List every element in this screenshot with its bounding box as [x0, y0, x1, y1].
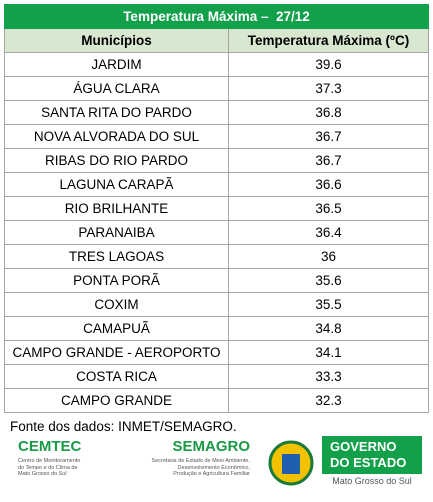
temperature: 39.6: [228, 52, 429, 77]
caption-line: Centro de Monitoramento: [18, 458, 81, 464]
column-header: Municípios: [4, 28, 229, 53]
row: PARANAIBA 36.4: [4, 220, 429, 245]
municipality: SANTA RITA DO PARDO: [4, 100, 229, 125]
municipality: CAMPO GRANDE - AEROPORTO: [4, 340, 229, 365]
row: PONTA PORÃ 35.6: [4, 268, 429, 293]
temperature: 36: [228, 244, 429, 269]
temperature: 33.3: [228, 364, 429, 389]
logo-name: SEMAGRO: [172, 438, 250, 455]
row: ÁGUA CLARA 37.3: [4, 76, 429, 101]
caption-line: Produção e Agricultura Familiar: [173, 471, 250, 477]
temperature: 34.1: [228, 340, 429, 365]
governo-line: GOVERNO: [330, 439, 397, 454]
row: CAMPO GRANDE 32.3: [4, 388, 429, 413]
cemtec-logo: CEMTEC Centro de Monitoramento do Tempo e…: [18, 438, 81, 478]
municipality: CAMPO GRANDE: [4, 388, 229, 413]
caption-line: Desenvolvimento Econômico,: [177, 464, 250, 471]
municipality: TRES LAGOAS: [4, 244, 229, 269]
governo-box: GOVERNO DO ESTADO: [322, 436, 422, 474]
temperature: 35.6: [228, 268, 429, 293]
temperature: 36.6: [228, 172, 429, 197]
governo-line: DO ESTADO: [330, 455, 407, 470]
row: COSTA RICA 33.3: [4, 364, 429, 389]
column-header: Temperatura Máxima (ºC): [228, 28, 429, 53]
row: COXIM 35.5: [4, 292, 429, 317]
row: JARDIM 39.6: [4, 52, 429, 77]
table-wrap: Temperatura Máxima – 27/12 Municípios Temp…: [4, 4, 429, 434]
temperature: 35.5: [228, 292, 429, 317]
municipality: JARDIM: [4, 52, 229, 77]
semagro-logo: SEMAGRO Secretaria de Estado de Meio Amb…: [140, 438, 250, 478]
municipality: RIBAS DO RIO PARDO: [4, 148, 229, 173]
caption-line: Secretaria de Estado de Meio Ambiente,: [151, 458, 250, 464]
municipality: COXIM: [4, 292, 229, 317]
row: NOVA ALVORADA DO SUL 36.7: [4, 124, 429, 149]
logo-caption: Centro de Monitoramento do Tempo e do Cli…: [18, 458, 81, 478]
municipality: CAMAPUÃ: [4, 316, 229, 341]
caption-line: do Tempo e do Clima de: [18, 464, 78, 471]
table: Temperatura Máxima – 27/12 Municípios Temp…: [4, 4, 429, 413]
municipality: PARANAIBA: [4, 220, 229, 245]
temperature: 36.7: [228, 124, 429, 149]
row: CAMAPUÃ 34.8: [4, 316, 429, 341]
title-row: Temperatura Máxima – 27/12: [4, 4, 429, 29]
row: RIO BRILHANTE 36.5: [4, 196, 429, 221]
municipality: PONTA PORÃ: [4, 268, 229, 293]
header-row: Municípios Temperatura Máxima (ºC): [4, 28, 429, 53]
source-note: Fonte dos dados: INMET/SEMAGRO.: [10, 419, 237, 434]
row: LAGUNA CARAPÃ 36.6: [4, 172, 429, 197]
row: TRES LAGOAS 36: [4, 244, 429, 269]
temperature: 36.8: [228, 100, 429, 125]
logo-caption: Secretaria de Estado de Meio Ambiente, De…: [140, 458, 250, 478]
row: CAMPO GRANDE - AEROPORTO 34.1: [4, 340, 429, 365]
temperature: 36.7: [228, 148, 429, 173]
temperature: 32.3: [228, 388, 429, 413]
municipality: RIO BRILHANTE: [4, 196, 229, 221]
coat-of-arms: [268, 440, 314, 486]
municipality: NOVA ALVORADA DO SUL: [4, 124, 229, 149]
temperature: 36.5: [228, 196, 429, 221]
municipality: COSTA RICA: [4, 364, 229, 389]
table-title: Temperatura Máxima – 27/12: [4, 4, 429, 29]
temperature: 36.4: [228, 220, 429, 245]
row: SANTA RITA DO PARDO 36.8: [4, 100, 429, 125]
temperature: 37.3: [228, 76, 429, 101]
logo-name: CEMTEC: [18, 438, 82, 455]
municipality: ÁGUA CLARA: [4, 76, 229, 101]
row: RIBAS DO RIO PARDO 36.7: [4, 148, 429, 173]
caption-line: Mato Grosso do Sul: [18, 471, 67, 477]
municipality: LAGUNA CARAPÃ: [4, 172, 229, 197]
governo-sub: Mato Grosso do Sul: [332, 476, 412, 486]
temperature: 34.8: [228, 316, 429, 341]
